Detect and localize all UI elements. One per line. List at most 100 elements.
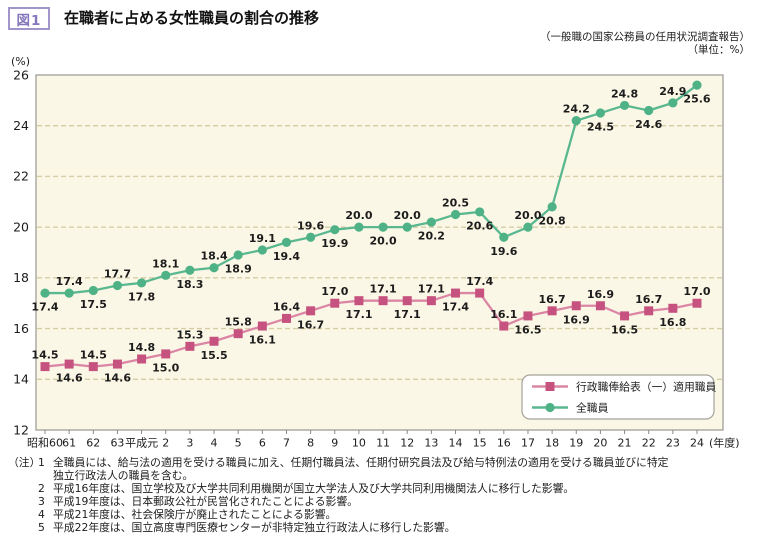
data-point	[426, 217, 436, 227]
data-point	[402, 296, 412, 306]
data-label: 20.0	[345, 209, 372, 222]
data-point	[330, 225, 340, 235]
data-label: 18.9	[225, 263, 252, 276]
data-point	[644, 105, 654, 116]
data-point	[64, 359, 74, 369]
figure-header: 図1 在職者に占める女性職員の割合の推移 （一般職の国家公務員の任用状況調査報告…	[0, 0, 757, 56]
footnote-text: 平成19年度は、日本郵政公社が民営化されたことによる影響。	[53, 494, 358, 508]
data-point	[112, 280, 123, 291]
data-point	[523, 222, 533, 232]
source-line: （一般職の国家公務員の任用状況調査報告）	[540, 31, 750, 43]
data-label: 17.7	[104, 267, 131, 280]
x-axis-suffix: (年度)	[709, 436, 740, 450]
data-label: 16.7	[297, 318, 324, 331]
data-point	[475, 207, 485, 217]
y-tick-label: 20	[13, 219, 29, 234]
footnote-number: 2	[38, 481, 45, 495]
y-tick-label: 18	[13, 270, 29, 285]
x-tick-label: 22	[642, 437, 656, 450]
footnote-number: 5	[38, 520, 45, 534]
series-circle: 17.4 17.4 17.5 17.7 17.8 18.1 18.3 18.418.9 19.1…	[31, 80, 711, 314]
data-label: 15.0	[152, 361, 179, 374]
data-label: 16.5	[611, 323, 638, 336]
x-tick-label: 2	[162, 437, 169, 450]
data-point	[112, 359, 122, 369]
data-point	[257, 321, 267, 331]
footnote-row: 4 平成21年度は、社会保険庁が廃止されたことによる影響。	[8, 507, 753, 522]
data-label: 20.0	[514, 209, 541, 222]
data-point	[450, 209, 461, 220]
data-point	[547, 306, 557, 316]
data-point	[354, 222, 364, 232]
data-label: 17.1	[345, 308, 372, 321]
footnote-row: （注） 1 全職員には、給与法の適用を受ける職員に加え、任期付職員法、任期付研究…	[8, 456, 753, 483]
data-label: 20.8	[539, 214, 566, 227]
footnote-text: 平成21年度は、社会保険庁が廃止されたことによる影響。	[53, 507, 337, 521]
data-point	[257, 245, 267, 255]
series-line	[44, 291, 698, 368]
x-tick-label: 62	[86, 437, 100, 450]
data-point	[475, 288, 485, 298]
data-label: 17.5	[80, 298, 107, 311]
data-point	[40, 362, 50, 372]
footnote-text: 全職員には、給与法の適用を受ける職員に加え、任期付職員法、任期付研究員法及び給与…	[53, 456, 669, 482]
data-label: 16.5	[514, 323, 541, 336]
data-point	[692, 298, 702, 308]
data-point	[378, 222, 388, 232]
data-point	[330, 298, 340, 308]
footnote-number: 1	[38, 456, 45, 469]
x-tick-label: 10	[352, 437, 366, 450]
data-label: 24.2	[563, 103, 590, 116]
data-point	[402, 222, 412, 232]
x-tick-label: 3	[186, 437, 193, 450]
data-label: 20.6	[466, 219, 493, 232]
x-tick-label: 20	[593, 437, 607, 450]
series-line	[45, 84, 698, 295]
data-point	[499, 232, 509, 242]
data-point	[185, 265, 195, 275]
data-point	[64, 288, 74, 298]
data-point	[161, 349, 171, 359]
data-point	[668, 303, 678, 313]
data-point	[306, 306, 316, 316]
data-label: 19.9	[321, 237, 348, 250]
unit-line: （単位：%）	[687, 44, 750, 56]
data-point	[644, 306, 654, 316]
data-label: 16.8	[659, 316, 686, 329]
data-label: 16.9	[563, 313, 590, 326]
data-point	[499, 321, 509, 331]
x-tick-label: 24	[690, 437, 704, 450]
data-point	[185, 341, 195, 351]
footnote-label: （注）	[8, 456, 41, 469]
footnote-number: 3	[38, 494, 45, 508]
data-point	[595, 301, 605, 311]
x-tick-label: 15	[473, 437, 487, 450]
data-point	[209, 263, 219, 273]
footnote-row: 2 平成16年度は、国立学校及び大学共同利用機関が国立大学法人及び大学共同利用機…	[8, 481, 753, 496]
data-label: 16.9	[587, 288, 614, 301]
data-label: 15.8	[225, 316, 252, 329]
data-label: 20.5	[442, 196, 469, 209]
data-label: 14.6	[104, 372, 131, 385]
legend-marker-circle	[545, 402, 555, 413]
data-point	[692, 80, 702, 90]
plot-area	[35, 74, 724, 431]
y-tick-label: 22	[13, 169, 29, 184]
footnote-text: 平成22年度は、国立高度専門医療センターが非特定独立行政法人に移行した影響。	[53, 520, 456, 534]
data-label: 18.4	[200, 250, 227, 263]
data-label: 15.3	[176, 328, 203, 341]
x-tick-label: 6	[259, 437, 266, 450]
data-label: 16.7	[635, 293, 662, 306]
data-label: 17.1	[394, 308, 421, 321]
data-label: 18.3	[176, 278, 203, 291]
data-point	[620, 311, 630, 321]
data-point	[40, 288, 50, 298]
data-point	[88, 362, 98, 372]
x-tick-label: 11	[376, 437, 390, 450]
data-label: 16.1	[249, 334, 276, 347]
data-label: 17.4	[56, 275, 83, 288]
footnote-text: 平成16年度は、国立学校及び大学共同利用機関が国立大学法人及び大学共同利用機関法…	[53, 481, 575, 495]
data-label: 17.4	[466, 275, 493, 288]
x-tick-label: 61	[62, 437, 76, 450]
